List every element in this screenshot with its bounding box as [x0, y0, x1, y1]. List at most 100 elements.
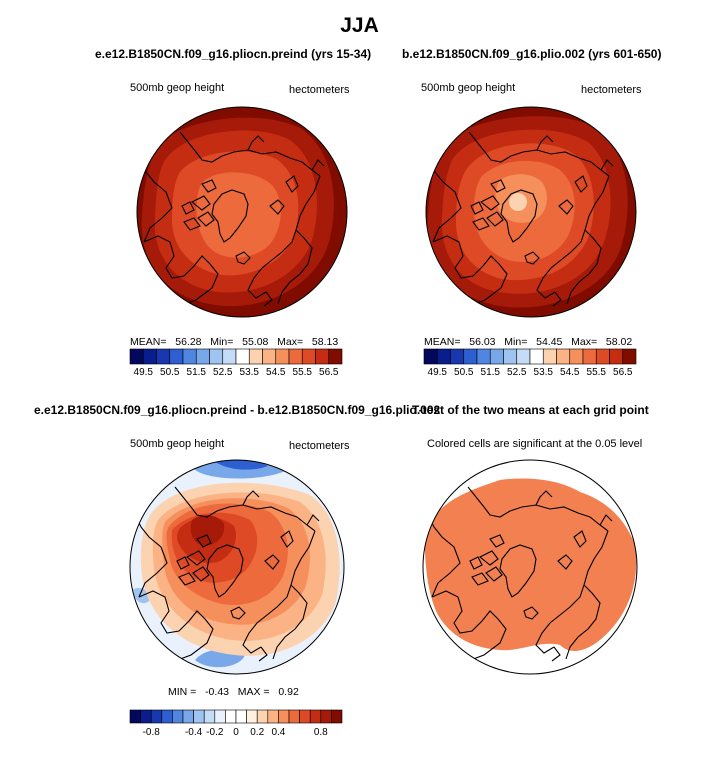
panel1-colorbar: 49.5 50.5 51.5 52.5 53.5 54.5 55.5 56.5 — [129, 348, 343, 378]
panel3-map — [130, 460, 344, 674]
panel2-colorbar-tick-label: 53.5 — [534, 367, 554, 378]
panel4-significance-note: Colored cells are significant at the 0.0… — [427, 438, 643, 450]
panel3-stats: MIN = -0.43 MAX = 0.92 — [168, 686, 299, 698]
panel3-colorbar-swatch — [225, 709, 237, 724]
panel3-colorbar-swatch — [214, 709, 226, 724]
panel2-colorbar-tick-label: 49.5 — [428, 367, 448, 378]
panel3-colorbar-tick-label: -0.8 — [143, 727, 161, 738]
panel3-min: -0.43 — [205, 686, 229, 698]
panel1-mean: 56.28 — [175, 336, 202, 348]
panel2-colorbar-tick-label: 56.5 — [613, 367, 633, 378]
panel3-map-border — [129, 459, 345, 675]
panel3-colorbar-swatch — [278, 709, 290, 724]
panel3-colorbar-tick-label: 0.4 — [271, 727, 285, 738]
panel3-colorbar-swatch — [140, 709, 152, 724]
panel3-colorbar-swatch — [331, 709, 343, 724]
panel2-colorbar-swatch — [595, 348, 610, 365]
panel2-fill-level-6 — [509, 193, 527, 211]
panel3-colorbar-swatch — [203, 709, 216, 724]
panel4-title: T-test of the two means at each grid poi… — [412, 403, 649, 417]
panel2-min: 54.45 — [536, 336, 563, 348]
panel1-colorbar-swatch — [248, 348, 263, 365]
panel1-colorbar-swatch — [142, 348, 157, 365]
panel1-colorbar-swatch — [275, 348, 290, 365]
panel1-colorbar-swatch — [209, 348, 224, 365]
panel1-colorbar-swatch — [222, 348, 237, 365]
panel2-title: b.e12.B1850CN.f09_g16.plio.002 (yrs 601-… — [402, 47, 662, 61]
panel3-colorbar-swatch — [267, 709, 279, 724]
panel3-colorbar-swatch — [172, 709, 184, 724]
panel2-colorbar-tick-label: 55.5 — [587, 367, 607, 378]
panel1-colorbar-swatch — [315, 348, 330, 365]
panel2-units-label: hectometers — [581, 84, 642, 96]
panel1-colorbar-swatch — [301, 348, 316, 365]
panel2-map-border — [425, 106, 637, 318]
panel2-colorbar-swatch — [622, 348, 637, 365]
panel2-stats: MEAN= 56.03 Min= 54.45 Max= 58.02 — [424, 336, 633, 348]
panel2-variable-label: 500mb geop height — [421, 82, 516, 94]
panel1-title: e.e12.B1850CN.f09_g16.pliocn.preind (yrs… — [95, 47, 372, 61]
panel1-colorbar-swatch — [195, 348, 210, 365]
panel2-colorbar-tick-label: 54.5 — [560, 367, 580, 378]
panel4-significant-region — [424, 478, 637, 652]
panel2-colorbar-swatch — [609, 348, 624, 365]
panel1-colorbar-tick-label: 51.5 — [187, 367, 207, 378]
panel1-colorbar-tick-label: 49.5 — [134, 367, 154, 378]
panel1-map-border — [136, 106, 348, 318]
panel2-colorbar-tick-label: 50.5 — [454, 367, 474, 378]
panel2-colorbar-tick-label: 51.5 — [481, 367, 501, 378]
panel1-colorbar-tick-label: 56.5 — [319, 367, 339, 378]
panel3-colorbar-swatch — [161, 709, 173, 724]
panel3-colorbar-swatch — [150, 709, 163, 724]
panel3-colorbar-swatch — [299, 709, 311, 724]
panel3-units-label: hectometers — [289, 440, 350, 452]
panel3-variable-label: 500mb geop height — [130, 438, 225, 450]
panel1-units-label: hectometers — [289, 84, 350, 96]
panel2-map — [426, 107, 636, 317]
panel1-colorbar-swatch — [156, 348, 171, 365]
panel1-stats: MEAN= 56.28 Min= 55.08 Max= 58.13 — [130, 336, 339, 348]
panel3-max: 0.92 — [278, 686, 299, 698]
panel2-max: 58.02 — [605, 336, 633, 348]
panel3-colorbar-swatch — [309, 709, 322, 724]
panel2-colorbar-swatch — [529, 348, 544, 365]
panel2-colorbar-swatch — [476, 348, 491, 365]
panel1-colorbar-swatch — [235, 348, 250, 365]
panel3-colorbar-tick-label: 0 — [233, 727, 239, 738]
panel1-colorbar-swatch — [129, 348, 144, 365]
panel1-variable-label: 500mb geop height — [130, 82, 225, 94]
panel2-colorbar-swatch — [436, 348, 451, 365]
figure-title: JJA — [340, 14, 379, 37]
panel1-colorbar-tick-label: 54.5 — [266, 367, 286, 378]
panel1-colorbar-tick-label: 53.5 — [240, 367, 260, 378]
panel3-colorbar-swatch — [288, 709, 300, 724]
panel3-colorbar-swatch — [129, 709, 141, 724]
panel3-colorbar-swatch — [256, 709, 269, 724]
panel2-colorbar-swatch — [542, 348, 557, 365]
panel2-colorbar-swatch — [569, 348, 584, 365]
panel2-colorbar-swatch — [450, 348, 465, 365]
panel3-colorbar-swatch — [235, 709, 247, 724]
panel3-title: e.e12.B1850CN.f09_g16.pliocn.preind - b.… — [34, 403, 441, 417]
panel2-mean: 56.03 — [469, 336, 496, 348]
panel1-colorbar-swatch — [288, 348, 303, 365]
panel3-colorbar-swatch — [246, 709, 258, 724]
panel4-map-border — [422, 459, 638, 675]
panel2-colorbar-swatch — [489, 348, 504, 365]
panel3-colorbar-swatch — [320, 709, 332, 724]
panel2-colorbar-tick-label: 52.5 — [507, 367, 527, 378]
panel1-colorbar-tick-label: 50.5 — [160, 367, 180, 378]
panel3-colorbar-tick-label: 0.8 — [314, 727, 328, 738]
panel1-colorbar-swatch — [182, 348, 197, 365]
panel2-colorbar-swatch — [423, 348, 438, 365]
panel3-colorbar-tick-label: -0.4 — [185, 727, 203, 738]
panel1-colorbar-tick-label: 55.5 — [293, 367, 313, 378]
panel2-colorbar-swatch — [556, 348, 571, 365]
panel3-colorbar-swatch — [193, 709, 205, 724]
panel2-colorbar-swatch — [582, 348, 597, 365]
panel1-map — [137, 107, 347, 317]
panel2-colorbar-swatch — [463, 348, 478, 365]
panel2-colorbar-swatch — [516, 348, 531, 365]
panel1-colorbar-swatch — [169, 348, 184, 365]
